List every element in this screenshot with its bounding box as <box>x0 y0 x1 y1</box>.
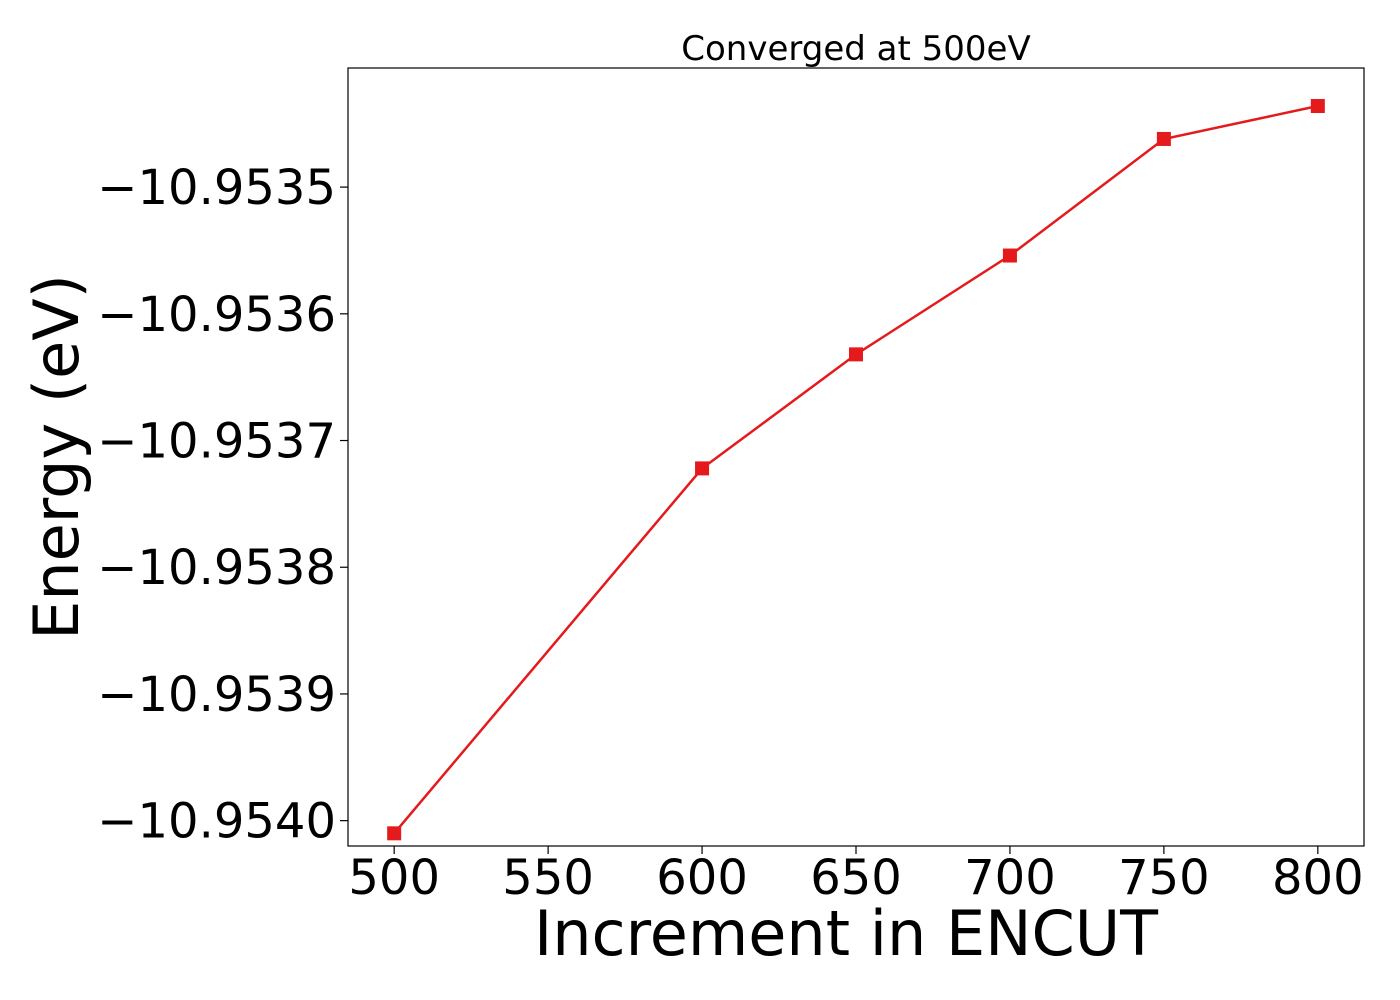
x-tick-label: 800 <box>1272 850 1364 906</box>
y-tick-label: −10.9536 <box>97 287 336 343</box>
series-line <box>393 104 1319 835</box>
x-tick-label: 500 <box>348 850 440 906</box>
y-tick-label: −10.9537 <box>97 414 336 470</box>
data-point-marker <box>1002 248 1017 263</box>
data-point-marker <box>1156 131 1171 146</box>
y-tick-label: −10.9538 <box>97 540 336 596</box>
x-tick-label: 700 <box>964 850 1056 906</box>
data-point-marker <box>849 347 863 362</box>
chart-title: Converged at 500eV <box>681 29 1030 69</box>
data-point-marker <box>695 461 710 476</box>
y-tick-label: −10.9539 <box>97 667 336 723</box>
y-tick-label: −10.9535 <box>97 160 336 216</box>
data-point-marker <box>387 826 402 841</box>
x-axis-label: Increment in ENCUT <box>534 897 1159 970</box>
x-tick-label: 550 <box>502 850 594 906</box>
plot-frame <box>347 67 1365 847</box>
y-tick-label: −10.9540 <box>97 794 336 850</box>
x-axis-ticks: 500 550 600 650 700 750 800 <box>348 846 1364 906</box>
y-axis-ticks: −10.9540 −10.9539 −10.9538 −10.9537 −10.9536… <box>97 160 348 850</box>
series-layer <box>387 99 1325 841</box>
data-point-marker <box>1310 99 1325 114</box>
x-tick-label: 750 <box>1118 850 1210 906</box>
x-tick-label: 650 <box>810 850 902 906</box>
y-axis-label: Energy (eV) <box>20 274 93 640</box>
x-tick-label: 600 <box>656 850 748 906</box>
